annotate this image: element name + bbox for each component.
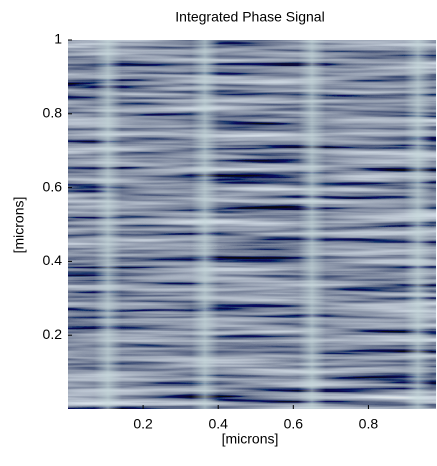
y-tick-label: 0.6 — [43, 178, 63, 194]
y-tick-label: 1 — [54, 31, 62, 47]
image-stripe — [191, 40, 219, 409]
x-tick-label: 0.4 — [208, 416, 228, 432]
image-stripe — [404, 40, 432, 409]
y-axis-label: [microns] — [11, 197, 27, 254]
y-tick-label: 0.2 — [43, 326, 63, 342]
x-tick-label: 0.2 — [133, 416, 153, 432]
y-tick-label: 0.8 — [43, 105, 63, 121]
y-tick-label: 0.4 — [43, 252, 63, 268]
phase-image — [68, 40, 436, 409]
image-stripe — [94, 40, 122, 409]
x-tick-label: 0.8 — [359, 416, 379, 432]
image-stripe — [298, 40, 326, 409]
x-axis-label: [microns] — [222, 431, 279, 447]
image-texture — [68, 40, 436, 409]
x-tick-label: 0.6 — [284, 416, 304, 432]
chart-title: Integrated Phase Signal — [175, 9, 324, 25]
